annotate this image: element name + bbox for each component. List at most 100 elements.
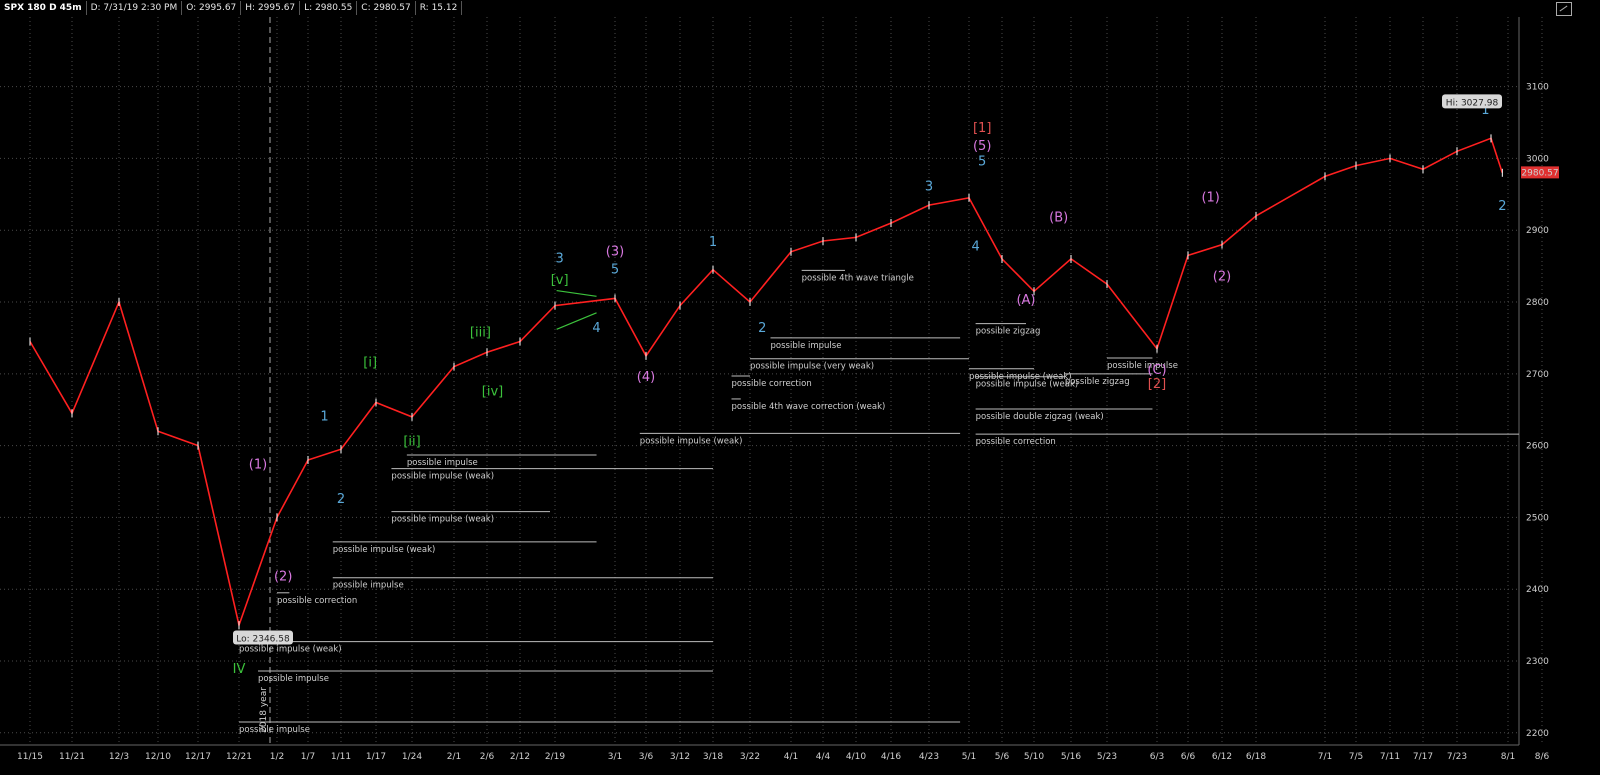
x-tick-label: 6/6 [1181,752,1196,762]
wave-label: 3 [555,252,563,267]
x-tick-label: 1/11 [331,752,351,762]
x-tick-label: 4/1 [784,752,798,762]
wave-label: [iii] [470,325,491,340]
wave-label: [v] [551,273,569,288]
y-tick-label: 3000 [1526,154,1549,164]
high-readout: H: 2995.67 [241,1,301,15]
last-price-label: 2980.57 [1521,168,1558,178]
x-tick-label: 7/23 [1447,752,1467,762]
x-tick-label: 3/22 [740,752,760,762]
wave-label: 2 [758,321,766,336]
wave-label: (C) [1147,363,1166,378]
x-tick-label: 12/21 [226,752,252,762]
annotation-label: possible impulse [258,674,329,684]
x-tick-label: 8/1 [1501,752,1515,762]
wave-label: 4 [971,239,979,254]
x-tick-label: 6/18 [1246,752,1266,762]
x-tick-label: 6/3 [1150,752,1164,762]
wave-label: (B) [1049,211,1068,226]
annotation-label: possible impulse (weak) [239,645,342,655]
x-tick-label: 8/6 [1535,752,1550,762]
wave-label: [ii] [403,435,420,450]
x-tick-label: 1/24 [402,752,422,762]
y-tick-label: 2300 [1526,657,1549,667]
wave-label: (1) [249,458,267,473]
wave-label: (5) [973,139,991,154]
annotation-label: possible correction [277,596,357,606]
x-tick-label: 1/7 [301,752,315,762]
wave-label: IV [233,662,246,677]
annotation-label: possible impulse [239,725,310,735]
x-tick-label: 7/5 [1349,752,1363,762]
low-callout-text: Lo: 2346.58 [236,635,290,645]
symbol-label[interactable]: SPX 180 D 45m [0,1,87,15]
y-tick-label: 2400 [1526,585,1549,595]
y-tick-label: 2600 [1526,442,1549,452]
y-tick-label: 2700 [1526,370,1549,380]
annotation-label: possible zigzag [976,327,1041,337]
wave-label: 2 [1498,199,1506,214]
x-tick-label: 11/15 [17,752,43,762]
wave-label: 3 [925,180,933,195]
x-tick-label: 3/18 [703,752,723,762]
x-tick-label: 7/1 [1318,752,1332,762]
low-callout-box [233,630,293,645]
wave-label: 2 [337,492,345,507]
x-tick-label: 2/19 [545,752,565,762]
annotation-label: possible impulse (weak) [976,380,1079,390]
wave-label: [i] [363,356,377,371]
y-tick-label: 2500 [1526,513,1549,523]
triangle-lower-line [556,312,597,330]
wave-label: [iv] [482,384,503,399]
wave-label: 1 [709,235,717,250]
x-tick-label: 5/23 [1097,752,1117,762]
x-tick-label: 4/23 [919,752,939,762]
date-readout: D: 7/31/19 2:30 PM [87,1,183,15]
x-tick-label: 1/17 [366,752,386,762]
x-tick-label: 12/10 [145,752,171,762]
chart-settings-icon[interactable] [1556,2,1572,16]
x-tick-label: 12/3 [109,752,129,762]
x-tick-label: 3/1 [608,752,622,762]
x-tick-label: 1/2 [270,752,284,762]
last-price-tag [1521,166,1559,179]
wave-label: (1) [1201,191,1219,206]
annotation-label: possible impulse (very weak) [750,362,874,372]
wave-label: 1 [1481,103,1489,118]
triangle-upper-line [556,289,597,297]
x-tick-label: 4/4 [816,752,831,762]
wave-label: (4) [637,370,655,385]
annotation-label: possible impulse [333,581,404,591]
wave-label: (2) [1213,269,1231,284]
high-callout-box [1442,94,1502,109]
ohlc-header: SPX 180 D 45m D: 7/31/19 2:30 PM O: 2995… [0,0,1552,16]
open-readout: O: 2995.67 [182,1,242,15]
annotation-label: possible 4th wave correction (weak) [732,402,886,412]
annotation-label: possible impulse (weak) [333,545,436,555]
annotation-label: possible correction [732,379,812,389]
high-callout-text: Hi: 3027.98 [1446,98,1499,108]
x-tick-label: 3/6 [639,752,654,762]
annotation-label: possible impulse [407,458,478,468]
annotation-label: possible impulse (weak) [640,436,743,446]
annotation-label: possible double zigzag (weak) [976,412,1104,422]
y-tick-label: 3100 [1526,83,1549,93]
wave-label: (3) [606,244,624,259]
annotation-label: possible correction [976,437,1056,447]
annotation-label: possible impulse [1107,361,1178,371]
wave-label: 5 [978,155,986,170]
low-readout: L: 2980.55 [300,1,358,15]
x-tick-label: 2/12 [510,752,530,762]
range-readout: R: 15.12 [416,1,463,15]
wave-label: [2] [1148,377,1166,392]
wave-label: 5 [611,262,619,277]
x-tick-label: 6/12 [1212,752,1232,762]
x-tick-label: 2/6 [480,752,495,762]
x-tick-label: 4/10 [846,752,866,762]
x-tick-label: 5/6 [995,752,1010,762]
x-tick-label: 5/1 [962,752,976,762]
x-tick-label: 5/16 [1061,752,1081,762]
x-tick-label: 12/17 [185,752,211,762]
